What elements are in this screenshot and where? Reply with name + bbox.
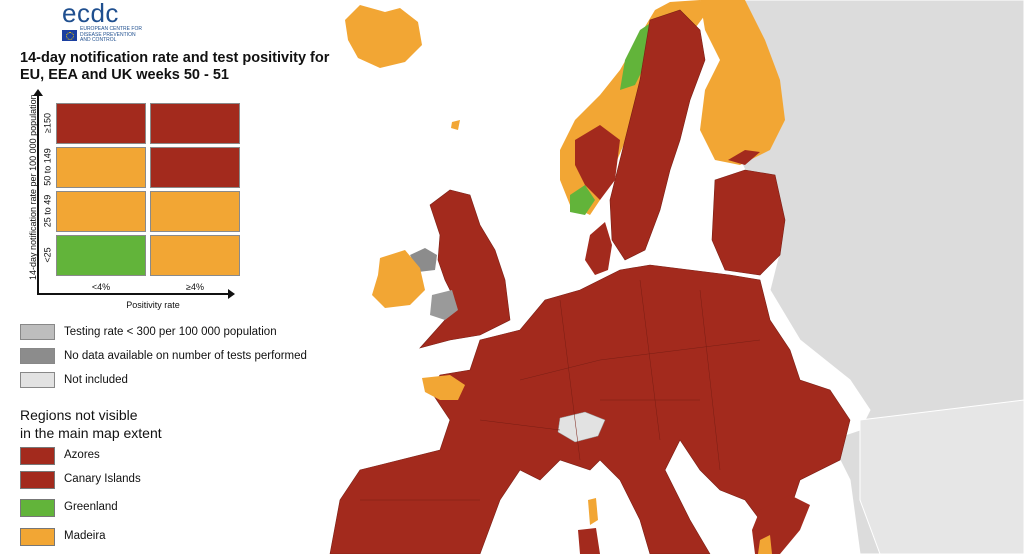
matrix-cell xyxy=(56,191,146,232)
switzerland xyxy=(557,411,606,443)
legend-swatch-testing-rate xyxy=(20,324,55,340)
matrix-row-label: <25 xyxy=(42,247,53,263)
ecdc-logo: ecdc EUROPEAN CENTRE FOR DISEASE PREVENT… xyxy=(22,0,142,46)
greece-orange xyxy=(758,535,772,554)
uk xyxy=(419,189,511,349)
finland-red-south xyxy=(728,150,760,165)
uk-grey-wales xyxy=(430,290,458,320)
faroe xyxy=(451,120,460,130)
region-swatch-madeira xyxy=(20,528,55,546)
sardinia xyxy=(578,528,600,554)
region-swatch-greenland xyxy=(20,499,55,517)
matrix-col-label: <4% xyxy=(91,282,111,292)
matrix-cell xyxy=(56,235,146,276)
sweden xyxy=(609,9,706,261)
matrix-row-label: 50 to 149 xyxy=(42,148,53,186)
legend-label: Not included xyxy=(64,374,128,386)
matrix-cell xyxy=(150,147,240,188)
region-label: Greenland xyxy=(64,501,118,513)
brittany xyxy=(422,375,465,400)
non-eu-land-turkey xyxy=(859,399,1024,554)
matrix-col-label: ≥4% xyxy=(186,282,204,292)
norway-south-green xyxy=(570,185,595,215)
iceland xyxy=(345,5,422,68)
matrix-x-axis-label: Positivity rate xyxy=(126,300,180,310)
continental-europe xyxy=(329,264,851,554)
eu-flag-icon xyxy=(62,30,77,41)
baltics xyxy=(711,169,786,276)
legend-label: No data available on number of tests per… xyxy=(64,350,307,362)
region-label: Canary Islands xyxy=(64,473,141,485)
map-title: 14-day notification rate and test positi… xyxy=(20,50,330,83)
matrix-cell xyxy=(56,103,146,144)
matrix-cell xyxy=(150,191,240,232)
finland xyxy=(700,0,785,165)
matrix-cell xyxy=(56,147,146,188)
region-label: Azores xyxy=(64,449,100,461)
matrix-cell xyxy=(150,103,240,144)
norway-red-south xyxy=(575,125,620,200)
legend-swatch-no-data xyxy=(20,348,55,364)
logo-wordmark: ecdc xyxy=(62,0,119,28)
legend-label: Testing rate < 300 per 100 000 populatio… xyxy=(64,326,277,338)
legend-swatch-not-included xyxy=(20,372,55,388)
norway-green-band xyxy=(620,20,655,90)
y-axis-arrow xyxy=(33,89,43,294)
x-axis-arrow xyxy=(37,289,235,299)
matrix-row-label: ≥150 xyxy=(42,113,53,133)
matrix-row-label: 25 to 49 xyxy=(42,194,53,228)
region-label: Madeira xyxy=(64,530,106,542)
corsica xyxy=(588,498,598,525)
matrix-cell xyxy=(150,235,240,276)
regions-heading-line: in the main map extent xyxy=(20,425,162,441)
regions-heading: Regions not visible in the main map exte… xyxy=(20,406,240,442)
denmark xyxy=(585,222,612,275)
region-borders xyxy=(360,279,761,501)
logo-subtitle: EUROPEAN CENTRE FOR DISEASE PREVENTION A… xyxy=(80,26,142,43)
regions-heading-line: Regions not visible xyxy=(20,407,138,423)
ireland xyxy=(372,250,425,308)
region-swatch-canary-islands xyxy=(20,471,55,489)
region-swatch-azores xyxy=(20,447,55,465)
